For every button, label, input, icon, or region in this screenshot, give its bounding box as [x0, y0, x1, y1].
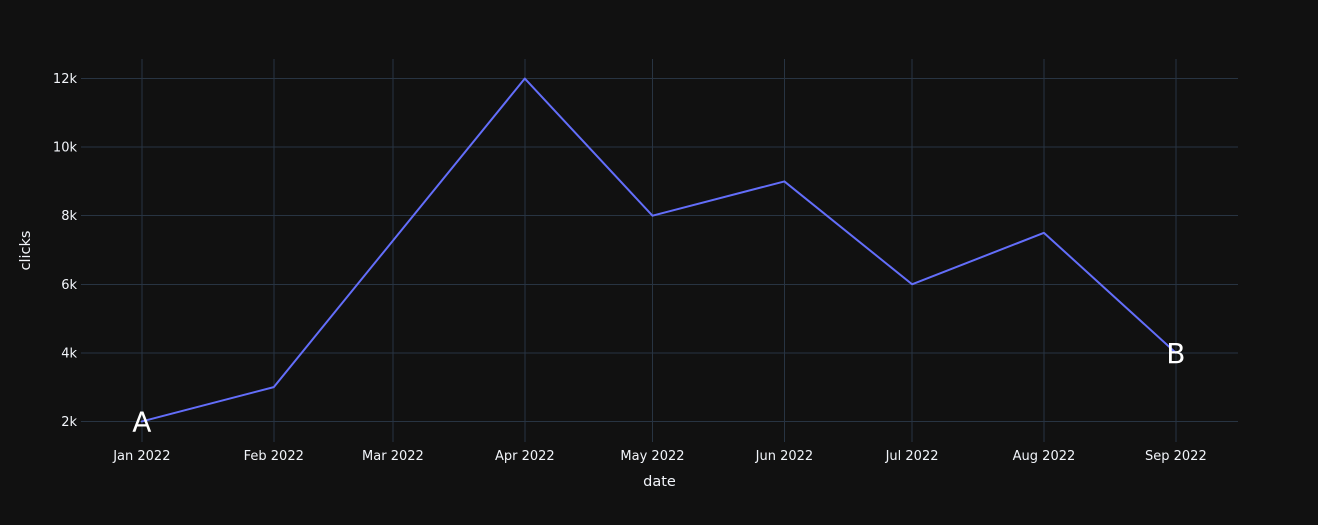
x-tick-label: May 2022: [620, 449, 684, 464]
x-tick-label: Jul 2022: [885, 449, 939, 464]
y-tick-label: 10k: [53, 141, 78, 156]
y-tick-label: 4k: [61, 346, 77, 361]
annotation-A: A: [132, 405, 151, 438]
series-line-clicks: [140, 77, 1177, 423]
y-tick-label: 8k: [61, 209, 77, 224]
annotations: AB: [132, 337, 1185, 439]
y-tick-label: 6k: [61, 278, 77, 293]
x-axis-title: date: [643, 474, 676, 490]
x-tick-label: Jan 2022: [112, 449, 170, 464]
x-tick-label: Aug 2022: [1013, 449, 1076, 464]
x-gridlines: [141, 59, 1177, 442]
x-tick-label: Jun 2022: [755, 449, 814, 464]
y-axis-title: clicks: [18, 231, 34, 271]
y-tick-labels: 2k 4k 6k 8k 10k 12k: [53, 72, 78, 430]
x-tick-label: Feb 2022: [244, 449, 304, 464]
y-tick-label: 2k: [61, 415, 77, 430]
series-lines: [140, 77, 1177, 423]
annotation-B: B: [1166, 337, 1185, 370]
y-gridlines: [81, 78, 1238, 422]
y-tick-label: 12k: [53, 72, 78, 87]
x-tick-label: Apr 2022: [495, 449, 555, 464]
x-tick-label: Sep 2022: [1145, 449, 1207, 464]
x-tick-label: Mar 2022: [362, 449, 424, 464]
x-tick-labels: Jan 2022 Feb 2022 Mar 2022 Apr 2022 May 2022…: [112, 449, 1207, 464]
